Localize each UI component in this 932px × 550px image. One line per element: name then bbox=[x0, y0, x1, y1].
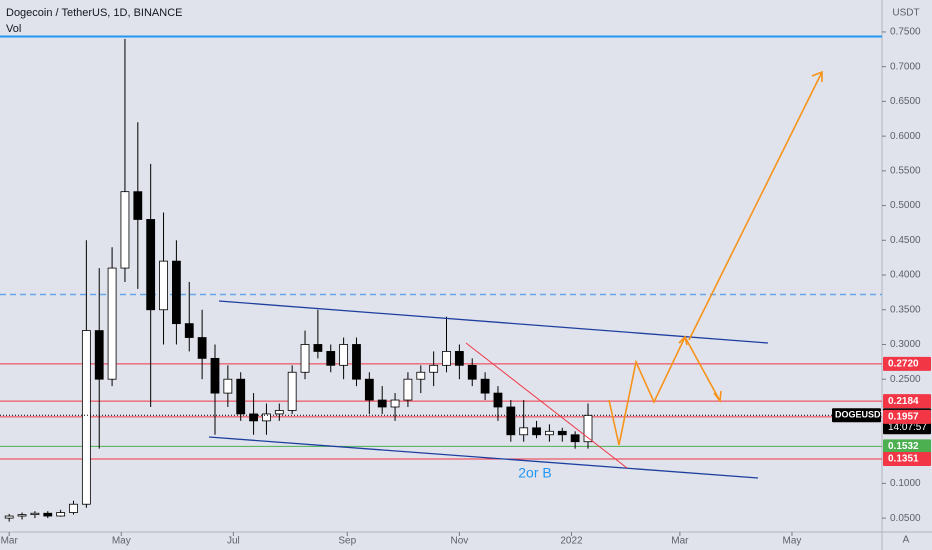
y-tick-label: 0.7000 bbox=[890, 61, 921, 72]
price-level-box bbox=[883, 394, 931, 409]
candle-body bbox=[429, 364, 439, 373]
y-tick-label: 0.1000 bbox=[890, 478, 921, 489]
trendline bbox=[218, 300, 769, 344]
y-tick-label: 0.5000 bbox=[890, 200, 921, 211]
candle-body bbox=[506, 406, 516, 436]
x-tick-label: Nov bbox=[450, 536, 468, 547]
candle-body bbox=[339, 344, 349, 366]
candle-body bbox=[570, 434, 580, 443]
candle-body bbox=[43, 512, 53, 517]
candle-body bbox=[532, 427, 541, 436]
price-level-label: 0.1351 bbox=[888, 454, 919, 465]
candle-body bbox=[146, 219, 156, 311]
candle-body bbox=[56, 512, 66, 517]
x-tick-label: Sep bbox=[338, 536, 356, 547]
symbol-box bbox=[832, 408, 881, 423]
price-level-box bbox=[883, 356, 931, 371]
x-tick-label: 2022 bbox=[560, 536, 583, 547]
symbol-label: DOGEUSDT bbox=[835, 410, 887, 420]
candle-body bbox=[442, 351, 451, 366]
candle-body bbox=[120, 191, 130, 269]
candle-body bbox=[326, 351, 336, 366]
price-level-label: 0.2720 bbox=[888, 359, 919, 370]
price-level-label: 0.1957 bbox=[888, 412, 919, 423]
candle-body bbox=[545, 430, 554, 436]
candle-body bbox=[519, 427, 529, 436]
candle-body bbox=[17, 514, 27, 517]
projection-path bbox=[608, 335, 721, 446]
y-unit: USDT bbox=[892, 8, 919, 19]
x-tick-label: Jul bbox=[227, 536, 240, 547]
candle-body bbox=[159, 260, 168, 311]
candle-body bbox=[390, 399, 400, 408]
candle-body bbox=[364, 378, 374, 401]
candle-body bbox=[313, 344, 323, 352]
y-tick-label: 0.6500 bbox=[890, 96, 921, 107]
axes: 0.0500 0.1000 0.2500 0.3000 0.3500 0.4000 0.45… bbox=[1, 27, 931, 547]
candle-body bbox=[467, 364, 477, 380]
arrow-head bbox=[713, 390, 722, 404]
candle-body bbox=[184, 323, 194, 338]
candle-body bbox=[493, 392, 503, 408]
candle-body bbox=[480, 378, 490, 394]
drawings bbox=[208, 70, 823, 479]
candle-body bbox=[171, 260, 181, 325]
x-tick-label: May bbox=[783, 536, 802, 547]
scale-mode[interactable]: A bbox=[903, 535, 910, 546]
candle-body bbox=[81, 330, 91, 505]
x-tick-label: Mar bbox=[1, 536, 19, 547]
candle-body bbox=[30, 512, 40, 516]
candle-body bbox=[69, 503, 78, 513]
plot bbox=[0, 35, 882, 522]
countdown: 14:07:57 bbox=[888, 422, 927, 433]
y-tick-label: 0.7500 bbox=[890, 27, 921, 38]
arrow-head bbox=[811, 70, 823, 82]
y-tick-label: 0.4000 bbox=[890, 270, 921, 281]
y-tick-label: 0.6000 bbox=[890, 131, 921, 142]
y-tick-label: 0.5500 bbox=[890, 165, 921, 176]
y-tick-label: 0.3500 bbox=[890, 304, 921, 315]
candle-body bbox=[262, 413, 271, 422]
candle-body bbox=[236, 378, 246, 415]
price-level-label: 0.2184 bbox=[888, 396, 919, 407]
candle-body bbox=[223, 378, 233, 394]
price-level-box bbox=[883, 439, 931, 454]
candle-body bbox=[557, 430, 567, 436]
y-tick-label: 0.3000 bbox=[890, 339, 921, 350]
price-level-label: 0.1532 bbox=[888, 441, 919, 452]
candle-body bbox=[416, 371, 426, 380]
projection-arrow bbox=[688, 71, 823, 341]
candle-body bbox=[94, 330, 104, 380]
arrow-head bbox=[678, 335, 688, 346]
candle-body bbox=[274, 410, 284, 415]
trendline bbox=[208, 436, 759, 479]
candle-body bbox=[377, 399, 387, 408]
price-level-box bbox=[883, 409, 931, 424]
candle-body bbox=[287, 371, 297, 411]
y-tick-label: 0.4500 bbox=[890, 235, 921, 246]
candle-body bbox=[210, 357, 220, 394]
candle-body bbox=[300, 344, 310, 373]
candle-body bbox=[197, 337, 207, 359]
trendline bbox=[465, 342, 628, 469]
candle-body bbox=[249, 413, 258, 422]
candle-body bbox=[107, 267, 117, 380]
candle-body bbox=[352, 344, 361, 380]
candle-body bbox=[4, 515, 14, 519]
annotation: 2or B bbox=[518, 465, 551, 481]
x-tick-label: Mar bbox=[671, 536, 689, 547]
candle-body bbox=[454, 351, 464, 366]
chart-title: Dogecoin / TetherUS, 1D, BINANCE bbox=[6, 7, 182, 19]
candle-body bbox=[403, 378, 413, 401]
y-tick-label: 0.2500 bbox=[890, 374, 921, 385]
volume-label: Vol bbox=[6, 23, 21, 35]
price-level-box bbox=[883, 452, 931, 467]
y-tick-label: 0.0500 bbox=[890, 513, 921, 524]
x-tick-label: May bbox=[112, 536, 131, 547]
candle-body bbox=[133, 191, 143, 220]
